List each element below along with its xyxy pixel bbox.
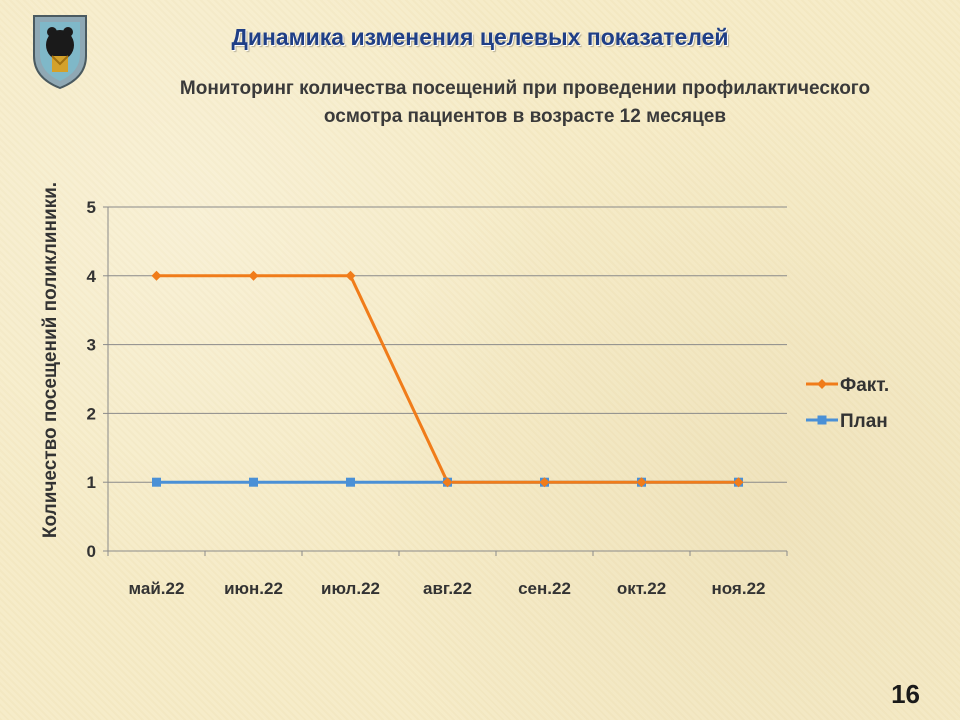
x-tick-label-6: ноя.22: [712, 579, 766, 598]
y-tick-label-4: 4: [87, 267, 97, 286]
series-0-point-0: [151, 270, 162, 281]
y-tick-label-5: 5: [87, 198, 96, 217]
y-tick-label-0: 0: [87, 542, 96, 561]
y-tick-label-1: 1: [87, 473, 96, 492]
series-0-point-3: [442, 477, 453, 488]
series-1-point-0: [152, 477, 161, 487]
x-tick-label-3: авг.22: [423, 579, 472, 598]
series-1-point-1: [249, 477, 258, 487]
legend-label-1: План: [840, 411, 888, 432]
chart-title: Мониторинг количества посещений при пров…: [110, 75, 940, 131]
coat-of-arms-icon: [33, 15, 87, 90]
y-axis-label: Количество посещений поликлиники.: [40, 182, 61, 538]
x-tick-label-4: сен.22: [518, 579, 571, 598]
slide-number: 16: [891, 679, 920, 709]
legend-label-0: Факт.: [840, 375, 889, 396]
x-tick-label-5: окт.22: [617, 579, 666, 598]
y-tick-label-2: 2: [87, 404, 96, 423]
chart-title-line-2: осмотра пациентов в возрасте 12 месяцев: [323, 106, 727, 127]
series-line-0: [156, 274, 739, 484]
legend-marker-1: [817, 415, 827, 425]
series-0-point-2: [345, 270, 356, 281]
page-title: Динамика изменения целевых показателей: [231, 24, 729, 50]
x-tick-label-0: май.22: [129, 579, 185, 598]
x-tick-label-2: июл.22: [321, 579, 380, 598]
series-0-point-4: [539, 477, 550, 488]
series-0-point-1: [248, 270, 259, 281]
x-tick-label-1: июн.22: [224, 579, 283, 598]
series-0-point-5: [636, 477, 647, 488]
legend-marker-0: [817, 379, 827, 389]
series-0-point-6: [733, 477, 744, 488]
series-1-point-2: [346, 477, 355, 487]
chart-title-line-1: Мониторинг количества посещений при пров…: [179, 78, 871, 99]
y-tick-label-3: 3: [87, 336, 96, 355]
